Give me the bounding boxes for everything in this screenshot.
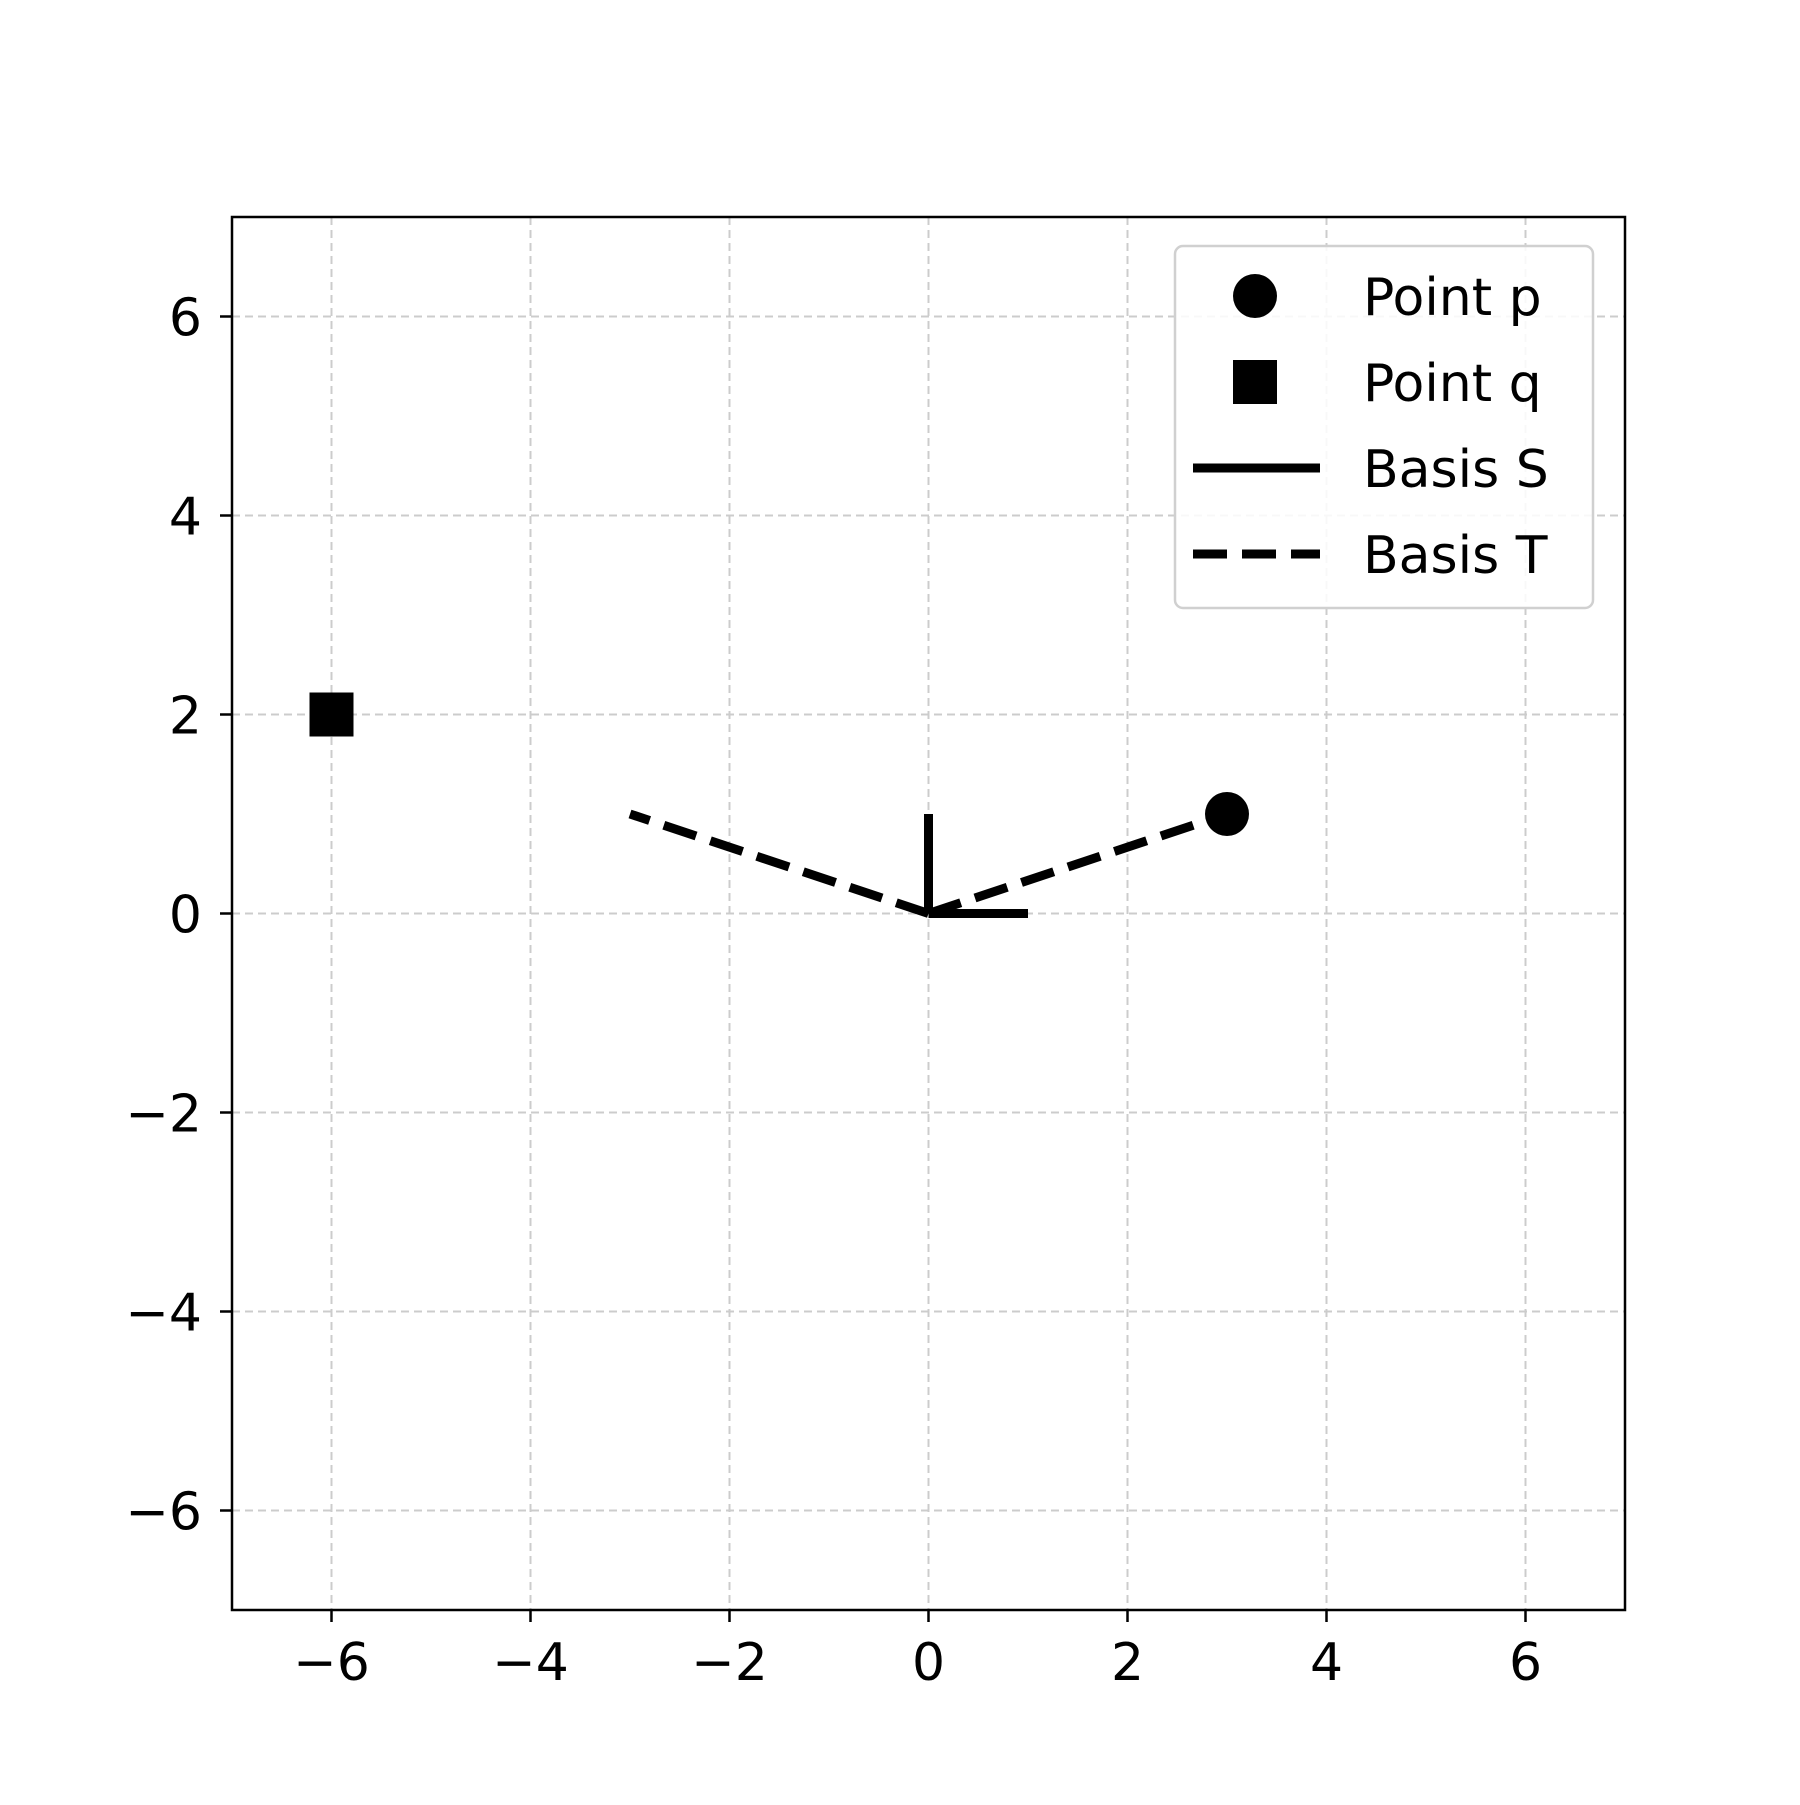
point-p-marker [1205, 792, 1249, 836]
legend-handle-point-q [1233, 360, 1277, 404]
point-q-marker [309, 692, 354, 737]
x-tick-label: 6 [1509, 1633, 1542, 1693]
y-tick-label: 6 [169, 289, 202, 349]
legend-box [1173, 244, 1595, 610]
x-tick-label: −2 [691, 1633, 768, 1693]
x-tick-label: 0 [912, 1633, 945, 1693]
ticks-layer: −6 −4 −2 0 2 4 6 −6 −4 −2 0 2 4 6 [125, 289, 1542, 1694]
y-tick-label: 0 [169, 886, 202, 946]
basis-t-segment [927, 809, 1229, 918]
y-tick-label: 2 [169, 687, 202, 747]
x-tick-label: −4 [492, 1633, 569, 1693]
y-tick-label: −2 [125, 1085, 202, 1145]
x-tick-label: −6 [293, 1633, 370, 1693]
legend-label-point-p: Point p [1363, 268, 1542, 328]
x-tick-label: 4 [1310, 1633, 1343, 1693]
y-tick-label: 4 [169, 488, 202, 548]
legend-layer: Point p Point q Basis S Basis T [1173, 244, 1595, 610]
y-tick-label: −4 [125, 1284, 202, 1344]
legend-handle-point-p [1233, 274, 1277, 318]
legend-label-point-q: Point q [1363, 354, 1542, 414]
x-tick-label: 2 [1111, 1633, 1144, 1693]
basis-t-segment [628, 809, 930, 918]
series-layer [309, 692, 1249, 918]
legend-label-basis-t: Basis T [1363, 526, 1548, 586]
y-tick-label: −6 [125, 1483, 202, 1543]
legend-label-basis-s: Basis S [1363, 440, 1549, 500]
